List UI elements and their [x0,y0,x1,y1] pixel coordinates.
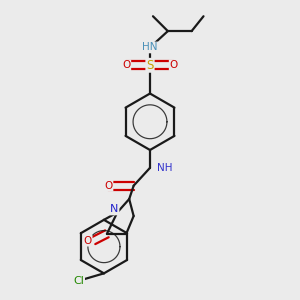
Text: N: N [110,204,118,214]
Text: HN: HN [142,43,158,52]
Text: O: O [170,60,178,70]
Text: Cl: Cl [73,276,84,286]
Text: O: O [122,60,130,70]
Text: O: O [104,181,112,191]
Text: O: O [83,236,92,246]
Text: S: S [146,59,154,72]
Text: NH: NH [158,163,173,173]
